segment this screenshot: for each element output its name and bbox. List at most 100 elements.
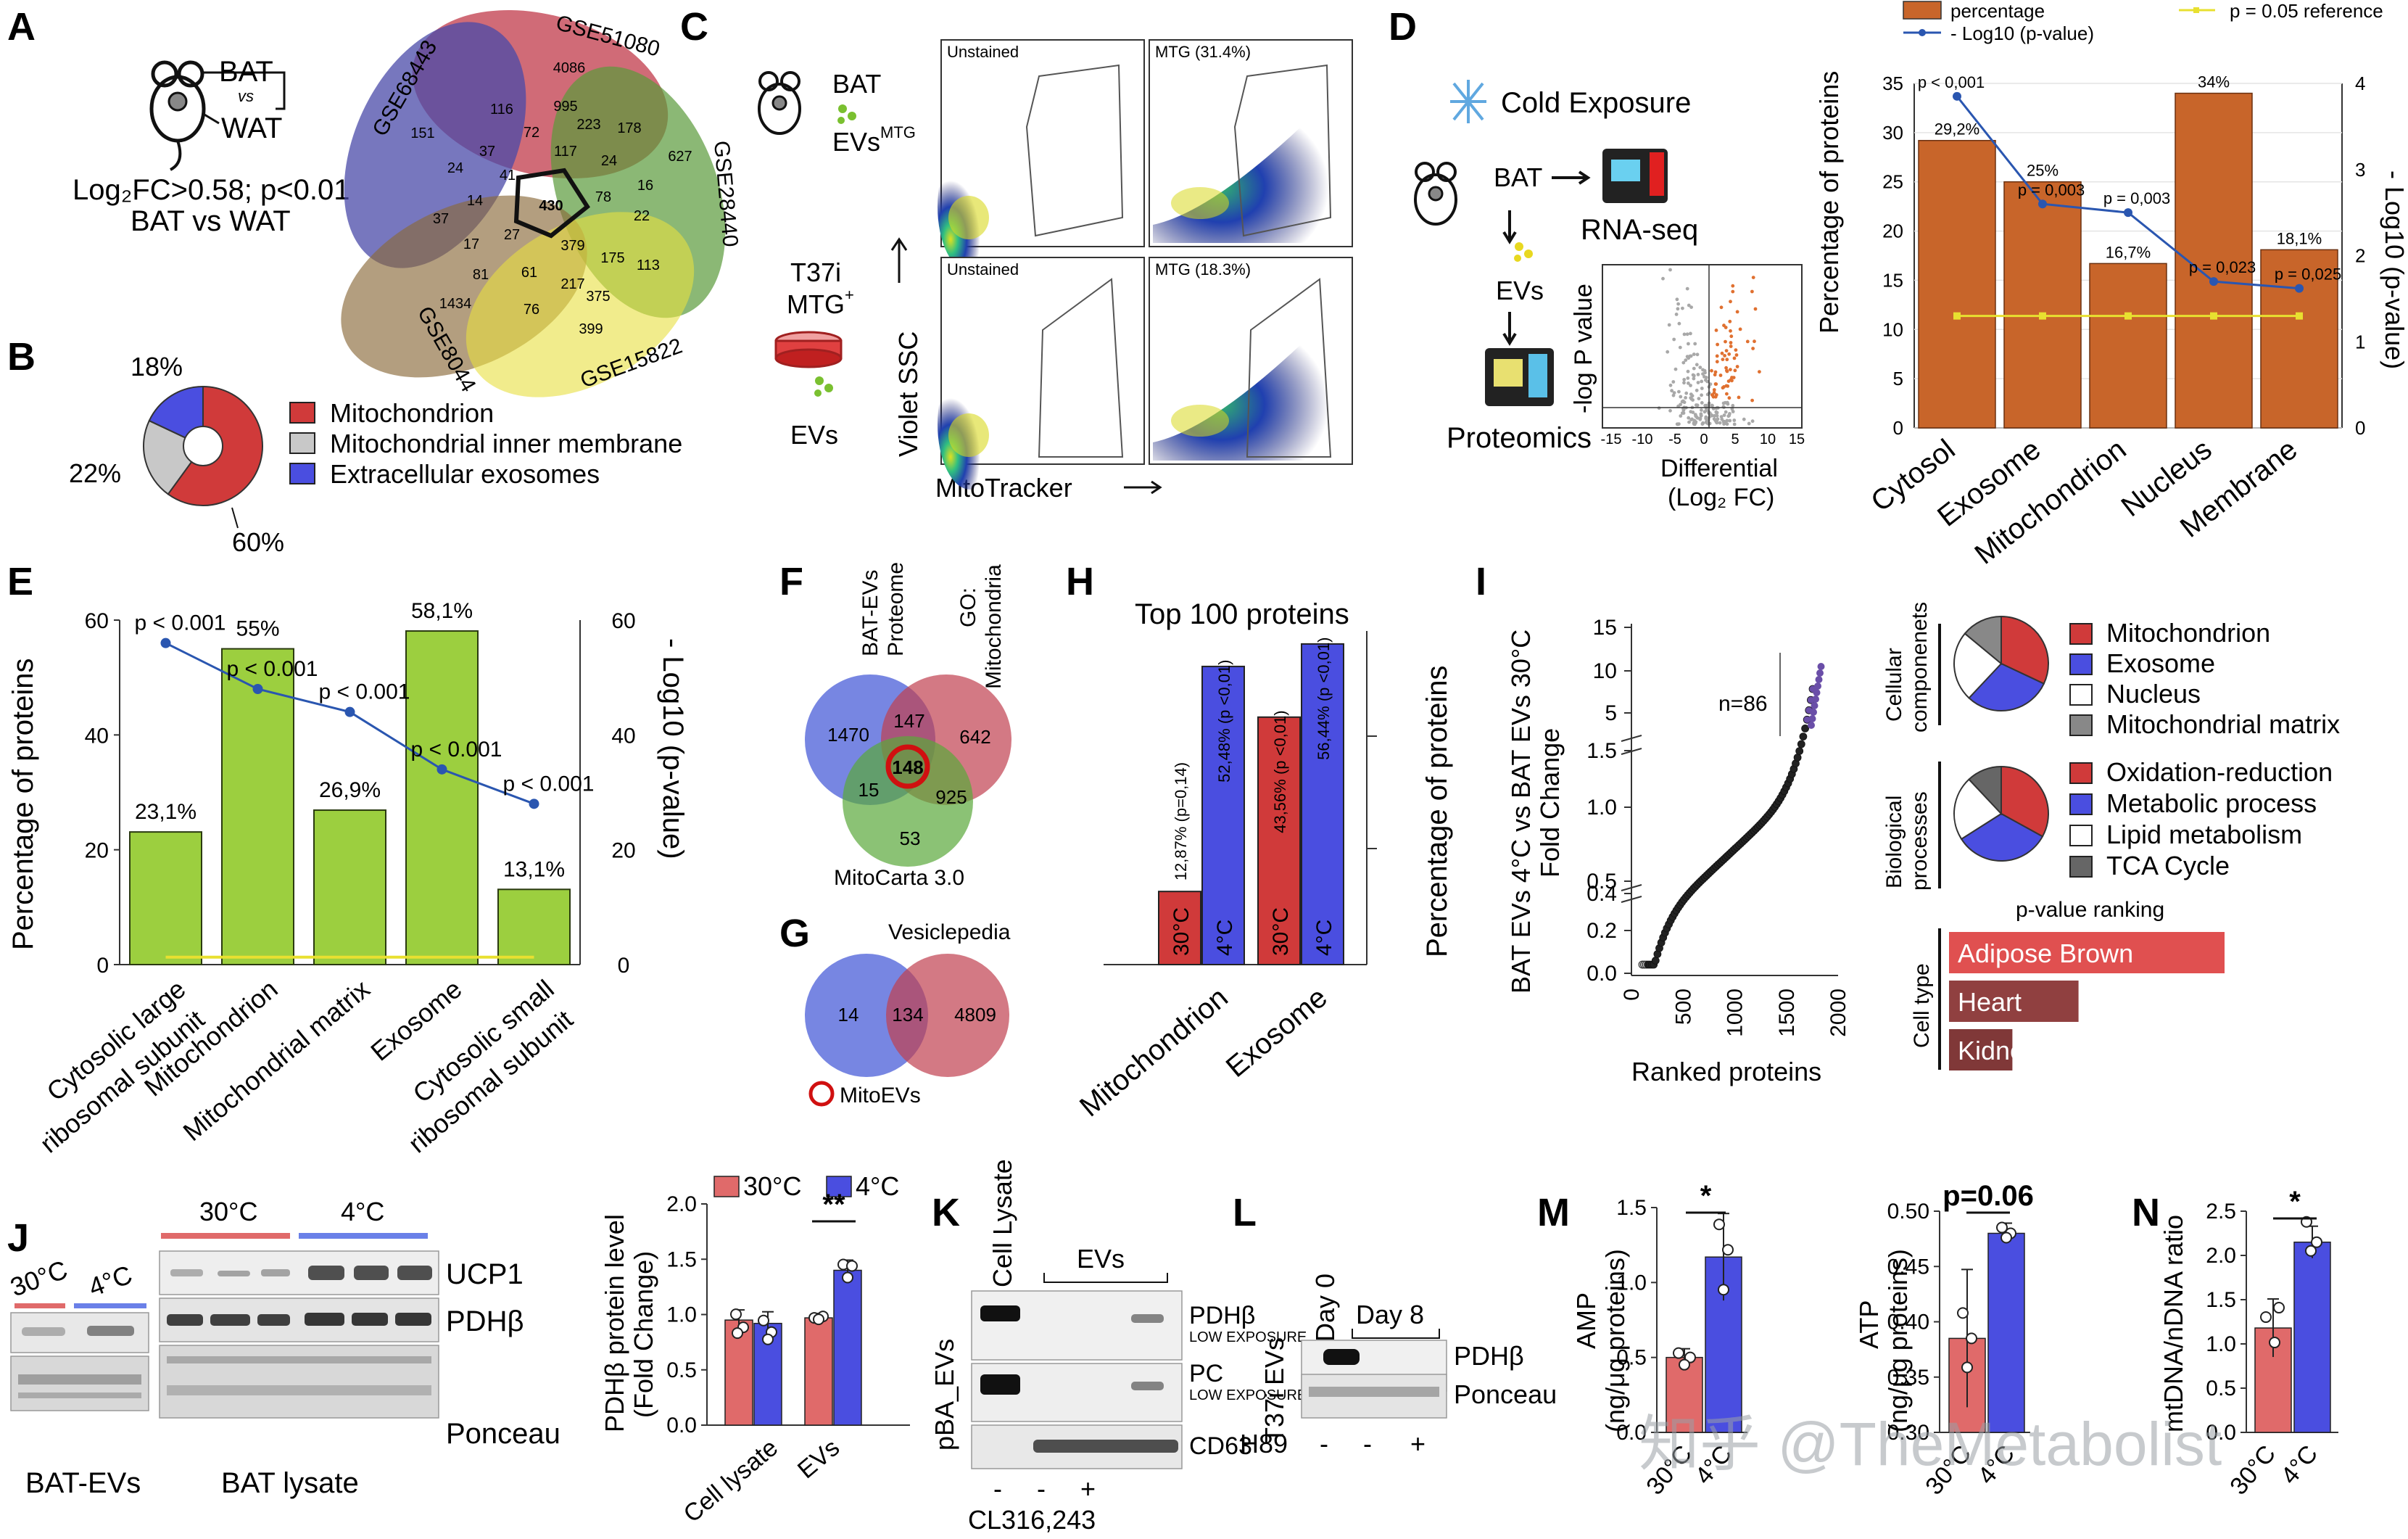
ev-dots-icon bbox=[1514, 242, 1533, 262]
volcano-point bbox=[1681, 306, 1684, 310]
i-ranked-point bbox=[1797, 740, 1805, 748]
l-band-pdhb: PDHβ bbox=[1454, 1341, 1524, 1371]
volcano-point bbox=[1724, 421, 1728, 425]
panel-m: M 0.00.51.01.530°C4°C*AMP (ng/μg proteins… bbox=[1537, 1180, 2034, 1500]
volcano-point bbox=[1682, 381, 1686, 385]
h-bar-label: 12,87% (p=0,14) bbox=[1172, 762, 1190, 880]
volcano-point bbox=[1710, 403, 1714, 408]
l-band-ponceau: Ponceau bbox=[1454, 1379, 1557, 1409]
panel-f: F BAT-EVs Proteome GO: Mitochondria 1470… bbox=[779, 560, 1011, 890]
volcano-point bbox=[1677, 389, 1681, 394]
i-top-point bbox=[1812, 696, 1819, 703]
svg-text:24: 24 bbox=[601, 153, 617, 169]
svg-text:379: 379 bbox=[560, 238, 584, 254]
i-n-label: n=86 bbox=[1718, 692, 1768, 716]
svg-text:1434: 1434 bbox=[439, 296, 472, 312]
volcano-point bbox=[1684, 396, 1688, 400]
e-pvalue-point bbox=[529, 799, 539, 809]
svg-text:15: 15 bbox=[858, 779, 880, 801]
volcano-point bbox=[1713, 373, 1717, 377]
d-ytick: 0 bbox=[1893, 417, 1903, 439]
i-celltype: Cell type bbox=[1910, 963, 1934, 1048]
n-ytick: 1.0 bbox=[2206, 1332, 2236, 1356]
cc-swatch-1 bbox=[2069, 653, 2093, 675]
i-ylabel2: Fold Change bbox=[1535, 728, 1565, 878]
panel-e-letter: E bbox=[7, 560, 33, 603]
volcano-point bbox=[1685, 332, 1689, 337]
n-ytick: 1.5 bbox=[2206, 1288, 2236, 1312]
svg-text:27: 27 bbox=[504, 227, 520, 243]
i-xtick: 1000 bbox=[1724, 989, 1747, 1037]
flow-plot-label-1: MTG (31.4%) bbox=[1155, 43, 1251, 61]
c-bat: BAT bbox=[832, 69, 881, 99]
bp-label-2: Lipid metabolism bbox=[2106, 820, 2302, 849]
l-treat-1: - bbox=[1320, 1429, 1328, 1458]
volcano-point bbox=[1705, 376, 1708, 379]
volcano-point bbox=[1700, 387, 1704, 390]
k-band-cd63: CD63 bbox=[1189, 1432, 1252, 1460]
volcano-point bbox=[1690, 417, 1694, 421]
d-legend: percentage - Log10 (p-value) p = 0.05 re… bbox=[1903, 0, 2383, 44]
volcano-point bbox=[1731, 284, 1735, 288]
flow-core-3 bbox=[1171, 405, 1229, 437]
i-top-point bbox=[1815, 676, 1823, 683]
svg-text:116: 116 bbox=[490, 102, 513, 117]
volcano-point bbox=[1729, 368, 1732, 371]
e-pvalue-label: p < 0.001 bbox=[411, 738, 502, 762]
c-yaxis: Violet SSC bbox=[893, 331, 923, 457]
j-legend-swatch-30 bbox=[713, 1176, 740, 1197]
svg-text:995: 995 bbox=[553, 99, 577, 115]
d-bar-label: 25% bbox=[2027, 162, 2059, 180]
volcano-point bbox=[1714, 393, 1718, 397]
e-ytick: 20 bbox=[85, 839, 109, 863]
volcano-point bbox=[1710, 413, 1714, 418]
volcano-point bbox=[1673, 367, 1678, 371]
i-top-point bbox=[1808, 722, 1815, 729]
volcano-point bbox=[1675, 422, 1679, 426]
e-pvalue-label: p < 0.001 bbox=[135, 611, 226, 635]
atp-sig: p=0.06 bbox=[1942, 1180, 2034, 1212]
volcano-point bbox=[1721, 358, 1725, 361]
panel-k: K Cell Lysate EVs pBA_EVs PDHβ LOW EXPOS… bbox=[930, 1159, 1307, 1535]
volcano-point bbox=[1682, 332, 1687, 337]
f-set2b: Mitochondria bbox=[982, 564, 1006, 689]
panel-f-letter: F bbox=[779, 560, 803, 603]
volcano-point bbox=[1715, 410, 1718, 415]
pie-bp-slice-3 bbox=[1968, 765, 2002, 816]
flow-plot-label-3: MTG (18.3%) bbox=[1155, 260, 1251, 278]
volcano-point bbox=[1676, 307, 1680, 311]
j-legend-swatch-4 bbox=[826, 1176, 852, 1197]
mitoevs-legend-icon bbox=[808, 1081, 835, 1107]
volcano-point bbox=[1684, 358, 1688, 362]
i-ytick: 0.4 bbox=[1586, 882, 1617, 906]
volcano-point bbox=[1700, 393, 1704, 397]
d-pvalue-label: p < 0,001 bbox=[1918, 73, 1985, 91]
e-pvalue-label: p < 0.001 bbox=[227, 657, 318, 681]
h-inbar-label: 4°C bbox=[1312, 920, 1336, 956]
volcano-point bbox=[1668, 408, 1672, 413]
atp-ytick: 0.30 bbox=[1887, 1421, 1929, 1445]
volcano-point bbox=[1700, 422, 1705, 426]
venn-set-gse15822 bbox=[466, 212, 695, 397]
volcano-point bbox=[1725, 358, 1729, 362]
panel-k-letter: K bbox=[932, 1191, 960, 1234]
atp-dot bbox=[1996, 1221, 2008, 1234]
cc-swatch-3 bbox=[2069, 714, 2093, 736]
flow-density-1 bbox=[1153, 83, 1349, 243]
panel-d-letter: D bbox=[1389, 5, 1417, 49]
volcano-point bbox=[1729, 334, 1734, 339]
volcano-point bbox=[1680, 411, 1684, 415]
d-ytick: 10 bbox=[1882, 318, 1903, 340]
d-ylabel: Percentage of proteins bbox=[1814, 71, 1844, 334]
pie-cc-slice-1 bbox=[1968, 662, 2045, 711]
amp-ytick: 0.0 bbox=[1616, 1421, 1647, 1445]
volcano-point bbox=[1713, 418, 1718, 422]
volcano-point bbox=[1732, 422, 1737, 426]
volcano-point bbox=[1687, 420, 1691, 424]
volcano-point bbox=[1726, 402, 1730, 406]
venn-g-vesiclepedia bbox=[886, 954, 1009, 1077]
h-bar-1-1 bbox=[1301, 643, 1344, 965]
k-treat-2: - bbox=[1037, 1474, 1046, 1503]
h-bar-label: 52,48% (p <0,01) bbox=[1215, 660, 1233, 783]
volcano-point bbox=[1721, 386, 1725, 390]
